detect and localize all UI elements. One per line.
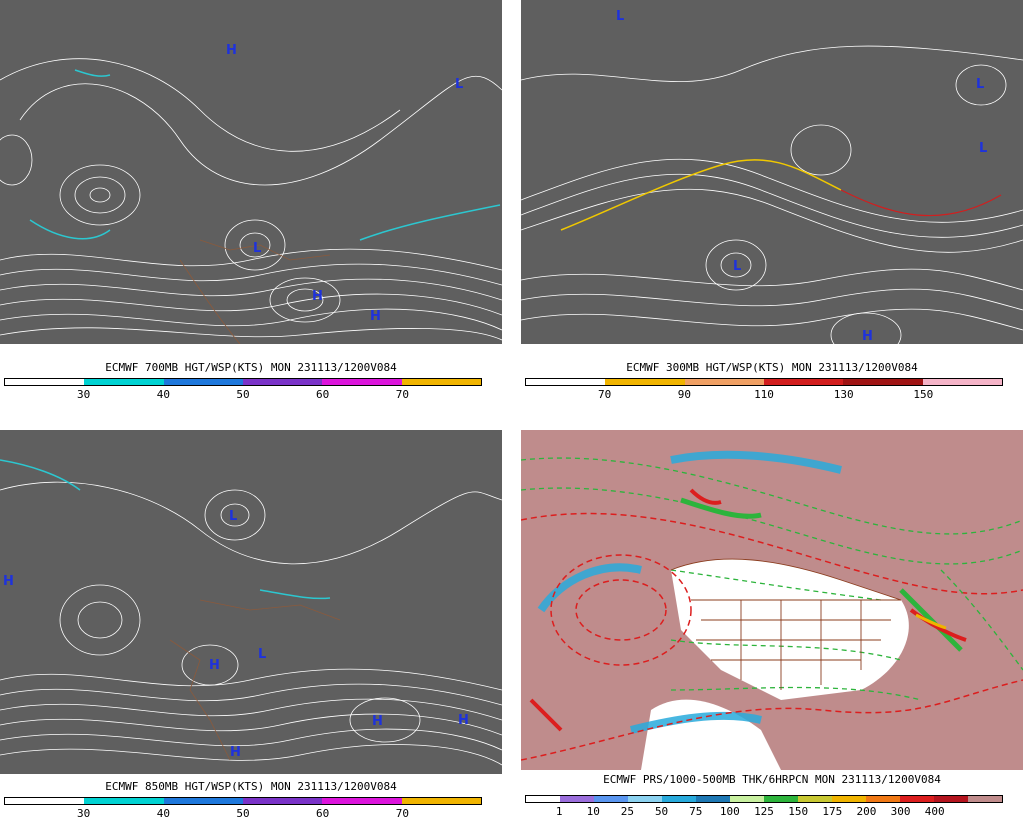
panel-title: ECMWF 300MB HGT/WSP(KTS) MON 231113/1200… [626, 361, 918, 374]
colorbar-tick-label: 30 [77, 807, 91, 820]
colorbar-segment [5, 798, 85, 804]
colorbar-tick-label: 300 [890, 805, 911, 818]
colorbar-segment [628, 796, 662, 802]
panel-prs-thk-pcn: ECMWF PRS/1000-500MB THK/6HRPCN MON 2311… [521, 416, 1023, 818]
colorbar-tick-label: 10 [586, 805, 600, 818]
colorbar-segment [322, 798, 402, 804]
low-center-label: L [253, 241, 261, 256]
map-850mb: H L H L H H H [0, 430, 502, 774]
colorbar-tick-label: 70 [598, 388, 612, 401]
colorbar-segment [163, 379, 243, 385]
map-prs-thk-pcn [521, 430, 1023, 770]
colorbar-ticks: 1 10 25 50 75 100 125 150 175 200 300 400 [525, 805, 1003, 819]
colorbar [4, 378, 482, 386]
colorbar-tick-label: 100 [719, 805, 740, 818]
low-center-label: L [733, 259, 741, 274]
colorbar-segment [242, 379, 323, 385]
colorbar-segment [84, 379, 164, 385]
colorbar-segment [934, 796, 968, 802]
colorbar-ticks: 30 40 50 60 70 [4, 388, 482, 402]
colorbar-segment [798, 796, 832, 802]
colorbar [4, 797, 482, 805]
colorbar-segment [605, 379, 685, 385]
panel-title: ECMWF 850MB HGT/WSP(KTS) MON 231113/1200… [105, 780, 397, 793]
panel-700mb: H L H H L ECMWF 700MB HGT/WSP(KTS) MON 2… [0, 0, 502, 402]
colorbar-tick-label: 70 [395, 388, 409, 401]
panel-300mb: L L H L L ECMWF 300MB HGT/WSP(KTS) MON 2… [521, 0, 1023, 402]
colorbar-tick-label: 60 [316, 388, 330, 401]
colorbar [525, 378, 1003, 386]
colorbar-tick-label: 25 [620, 805, 635, 818]
colorbar-segment [662, 796, 696, 802]
colorbar-segment [684, 379, 764, 385]
colorbar-segment [242, 798, 323, 804]
panel-title: ECMWF PRS/1000-500MB THK/6HRPCN MON 2311… [603, 773, 941, 786]
colorbar-tick-label: 70 [395, 807, 409, 820]
colorbar-segment [730, 796, 764, 802]
colorbar-segment [866, 796, 900, 802]
colorbar-tick-label: 200 [856, 805, 877, 818]
colorbar-tick-label: 50 [236, 388, 250, 401]
colorbar-segment [968, 796, 1002, 802]
panel-title: ECMWF 700MB HGT/WSP(KTS) MON 231113/1200… [105, 361, 397, 374]
colorbar-tick-label: 50 [236, 807, 250, 820]
colorbar-tick-label: 1 [555, 805, 563, 818]
low-center-label: L [979, 141, 987, 156]
high-center-label: H [312, 289, 323, 304]
colorbar-segment [322, 379, 402, 385]
colorbar-tick-label: 30 [77, 388, 91, 401]
colorbar-segment [832, 796, 866, 802]
high-center-label: H [226, 43, 237, 58]
colorbar-tick-label: 125 [754, 805, 774, 818]
high-center-label: H [370, 309, 381, 324]
colorbar-tick-label: 110 [754, 388, 774, 401]
colorbar-segment [560, 796, 594, 802]
low-center-label: L [976, 77, 984, 92]
low-center-label: L [616, 9, 624, 24]
colorbar-segment [526, 796, 560, 802]
colorbar-segment [900, 796, 934, 802]
colorbar-ticks: 70 90 110 130 150 [525, 388, 1003, 402]
colorbar-segment [763, 379, 844, 385]
colorbar-tick-label: 75 [689, 805, 703, 818]
colorbar-segment [401, 379, 481, 385]
high-center-label: H [230, 745, 241, 760]
colorbar-tick-label: 60 [316, 807, 330, 820]
colorbar-tick-label: 150 [913, 388, 934, 401]
low-center-label: L [229, 509, 237, 524]
colorbar-segment [764, 796, 798, 802]
colorbar-segment [401, 798, 481, 804]
colorbar-tick-label: 150 [788, 805, 809, 818]
colorbar-segment [594, 796, 628, 802]
colorbar-segment [5, 379, 85, 385]
colorbar-segment [163, 798, 243, 804]
high-center-label: H [209, 658, 220, 673]
colorbar-tick-label: 40 [156, 807, 170, 820]
high-center-label: H [372, 714, 383, 729]
colorbar-tick-label: 400 [924, 805, 945, 818]
colorbar-segment [526, 379, 606, 385]
colorbar-tick-label: 50 [654, 805, 669, 818]
map-700mb: H L H H L [0, 0, 502, 344]
high-center-label: H [458, 713, 469, 728]
colorbar-tick-label: 175 [822, 805, 843, 818]
high-center-label: H [862, 329, 873, 344]
colorbar-segment [922, 379, 1002, 385]
map-300mb: L L H L L [521, 0, 1023, 344]
panel-850mb: H L H L H H H ECMWF 850MB HGT/WSP(KTS) M… [0, 416, 502, 821]
colorbar-segment [84, 798, 164, 804]
colorbar-tick-label: 130 [833, 388, 854, 401]
colorbar-tick-label: 40 [156, 388, 170, 401]
high-center-label: H [3, 574, 14, 589]
colorbar-segment [843, 379, 923, 385]
low-center-label: L [455, 77, 463, 92]
low-center-label: L [258, 647, 266, 662]
colorbar-segment [696, 796, 730, 802]
colorbar-ticks: 30 40 50 60 70 [4, 807, 482, 821]
colorbar-tick-label: 90 [677, 388, 691, 401]
colorbar [525, 795, 1003, 803]
